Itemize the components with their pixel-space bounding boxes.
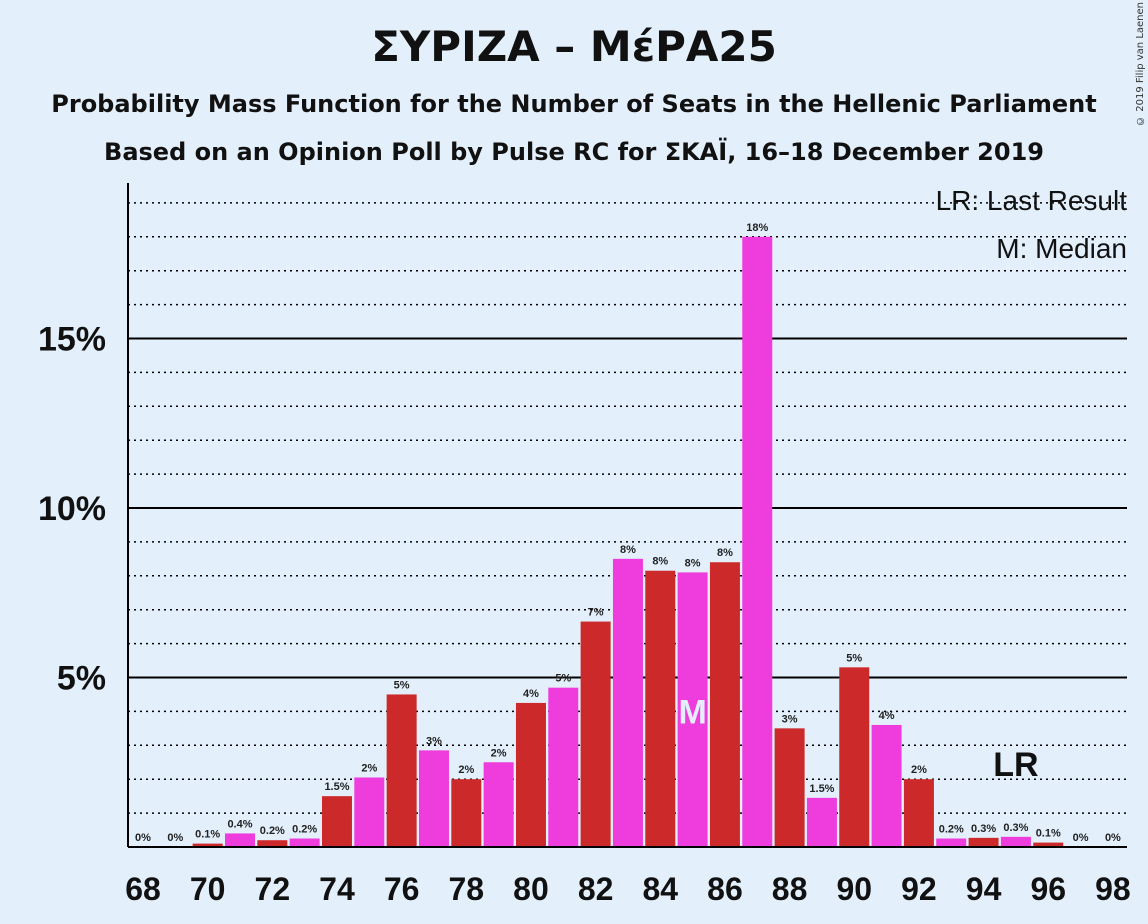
last-result-marker: LR — [993, 746, 1038, 784]
data-label-78: 2% — [458, 764, 474, 776]
bar-seat-81 — [548, 687, 579, 847]
data-label-71: 0.4% — [227, 818, 252, 830]
data-label-73: 0.2% — [292, 824, 317, 836]
data-label-75: 2% — [361, 763, 377, 775]
bar-seat-76 — [386, 694, 417, 847]
median-marker: M — [678, 694, 706, 732]
bar-seat-89 — [806, 797, 837, 847]
x-tick-label: 98 — [1095, 871, 1131, 907]
bar-seat-93 — [936, 838, 967, 847]
data-label-97: 0% — [1073, 832, 1089, 844]
data-label-92: 2% — [911, 764, 927, 776]
data-label-77: 3% — [426, 735, 442, 747]
data-label-69: 0% — [167, 832, 183, 844]
data-label-89: 1.5% — [809, 783, 834, 795]
bar-seat-82 — [580, 621, 611, 847]
bar-seat-88 — [774, 728, 805, 847]
x-tick-label: 74 — [319, 871, 355, 907]
axes: 5% 10% 15% 68 70 72 74 76 78 80 82 84 86 88 90 92 94 96 98 — [38, 183, 1131, 907]
data-label-85: 8% — [685, 557, 701, 569]
x-tick-label: 88 — [772, 871, 808, 907]
chart-subtitle-source: Based on an Opinion Poll by Pulse RC for… — [104, 138, 1044, 166]
data-label-88: 3% — [782, 713, 798, 725]
x-tick-label: 86 — [707, 871, 743, 907]
data-label-86: 8% — [717, 547, 733, 559]
bar-seat-73 — [289, 838, 320, 847]
data-label-96: 0.1% — [1036, 828, 1061, 840]
bar-seat-96 — [1033, 842, 1064, 847]
bar-seat-74 — [321, 796, 352, 847]
bars — [192, 236, 1064, 848]
y-tick-label: 10% — [38, 490, 106, 528]
data-label-95: 0.3% — [1003, 822, 1028, 834]
bar-seat-80 — [515, 702, 546, 847]
x-tick-label: 96 — [1030, 871, 1066, 907]
chart-subtitle: Probability Mass Function for the Number… — [51, 90, 1097, 118]
data-label-81: 5% — [555, 673, 571, 685]
x-tick-label: 68 — [125, 871, 161, 907]
bar-seat-71 — [224, 833, 255, 847]
data-labels: 0% 0% 0.1% 0.4% 0.2% 0.2% 1.5% 2% 5% 3% 2% 2% 4% 5% 7%… — [135, 222, 1121, 844]
x-tick-label: 76 — [384, 871, 420, 907]
data-label-87: 18% — [746, 222, 768, 234]
data-label-74: 1.5% — [324, 781, 349, 793]
data-label-80: 4% — [523, 688, 539, 700]
data-label-82: 7% — [588, 607, 604, 619]
data-label-79: 2% — [491, 747, 507, 759]
data-label-91: 4% — [879, 710, 895, 722]
bar-seat-84 — [645, 570, 676, 847]
bar-seat-86 — [709, 562, 740, 847]
bar-seat-79 — [483, 762, 514, 847]
data-label-83: 8% — [620, 544, 636, 556]
bar-seat-95 — [1000, 836, 1031, 847]
x-tick-label: 84 — [642, 871, 678, 907]
data-label-68: 0% — [135, 832, 151, 844]
data-label-72: 0.2% — [260, 825, 285, 837]
y-tick-label: 15% — [38, 321, 106, 359]
x-tick-label: 82 — [578, 871, 614, 907]
x-tick-label: 92 — [901, 871, 937, 907]
bar-seat-75 — [354, 777, 385, 847]
data-label-84: 8% — [652, 556, 668, 568]
bar-seat-90 — [839, 667, 870, 847]
legend-last-result: LR: Last Result — [936, 185, 1128, 216]
data-label-90: 5% — [846, 652, 862, 664]
bar-seat-87 — [742, 236, 773, 848]
data-label-76: 5% — [394, 679, 410, 691]
data-label-98: 0% — [1105, 832, 1121, 844]
bar-seat-85 — [677, 572, 708, 847]
chart-title: ΣΥΡΙΖΑ – ΜέΡΑ25 — [371, 22, 777, 71]
data-label-94: 0.3% — [971, 823, 996, 835]
x-tick-label: 90 — [836, 871, 872, 907]
x-tick-label: 70 — [190, 871, 226, 907]
y-tick-label: 5% — [57, 660, 106, 698]
x-tick-label: 94 — [966, 871, 1002, 907]
bar-seat-78 — [451, 779, 482, 847]
x-tick-label: 80 — [513, 871, 549, 907]
bar-seat-83 — [612, 558, 643, 847]
bar-seat-72 — [257, 840, 288, 847]
bar-seat-94 — [968, 837, 999, 847]
x-tick-label: 78 — [449, 871, 485, 907]
bar-seat-91 — [871, 724, 902, 847]
bar-seat-77 — [418, 750, 449, 847]
data-label-70: 0.1% — [195, 829, 220, 841]
legend: LR: Last Result M: Median — [936, 185, 1128, 264]
bar-seat-70 — [192, 843, 223, 847]
data-label-93: 0.2% — [939, 824, 964, 836]
x-tick-label: 72 — [255, 871, 291, 907]
bar-seat-92 — [903, 779, 934, 847]
legend-median: M: Median — [996, 233, 1127, 264]
